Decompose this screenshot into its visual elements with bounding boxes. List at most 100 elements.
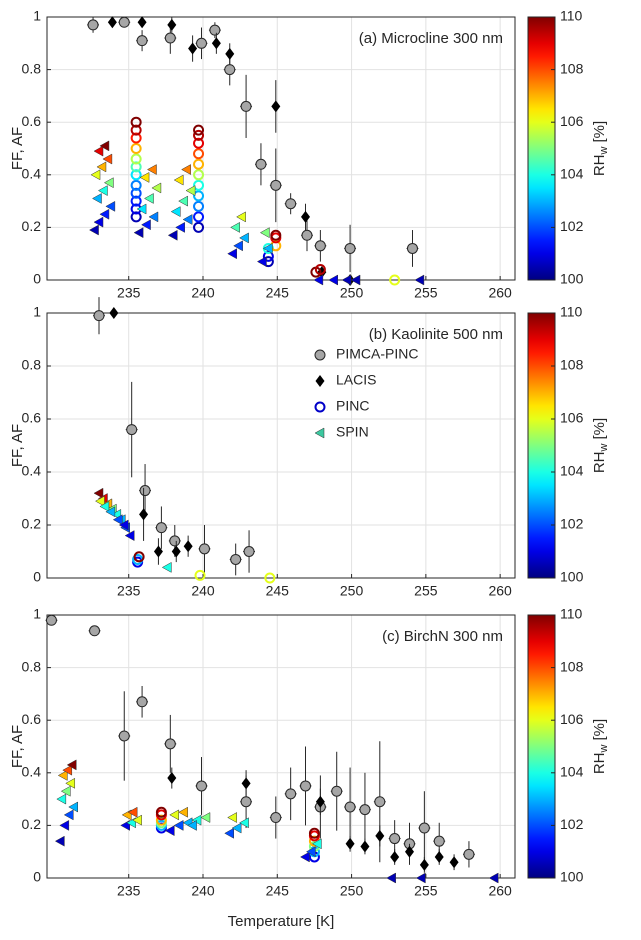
marker-circle [359, 804, 371, 816]
marker-diamond [171, 545, 181, 558]
colorbar-label-sub: w [598, 744, 610, 753]
marker-triangle [97, 185, 108, 197]
colorbar-tick-label: 102 [560, 816, 584, 832]
marker-triangle [181, 164, 191, 175]
legend-label: PINC [336, 398, 369, 414]
marker-ring [130, 195, 142, 207]
marker-triangle [99, 501, 110, 512]
marker-triangle [313, 274, 324, 286]
marker-ring [130, 211, 142, 223]
x-tick-label: 245 [266, 583, 290, 599]
colorbar-tick-label: 100 [560, 569, 584, 585]
marker-circle [344, 801, 356, 813]
marker-triangle [102, 153, 113, 165]
y-tick-label: 0.6 [22, 410, 42, 426]
marker-triangle [105, 506, 116, 518]
legend-label: SPIN [336, 424, 369, 440]
y-tick-label: 1 [33, 304, 41, 320]
marker-triangle [170, 206, 181, 218]
marker-diamond [405, 845, 415, 858]
marker-diamond [139, 508, 149, 521]
colorbar-tick-label: 104 [560, 463, 584, 479]
marker-triangle [314, 427, 325, 439]
panel: 235 240 245 250 255 260 0 0.2 0.4 0.6 0.8 1 FF, AF (a… [9, 8, 610, 301]
marker-diamond [183, 540, 193, 553]
series [93, 297, 255, 576]
colorbar-tick-label: 102 [560, 516, 584, 532]
y-axis-label: FF, AF [9, 127, 26, 170]
y-tick-label: 0 [33, 569, 41, 585]
marker-triangle [136, 203, 147, 215]
marker-diamond [167, 772, 177, 785]
marker-triangle [169, 809, 180, 821]
x-tick-label: 260 [488, 285, 512, 301]
colorbar-label: RHw [%] [591, 121, 610, 176]
marker-ring [130, 187, 142, 199]
x-tick-label: 240 [191, 583, 215, 599]
series [89, 140, 425, 286]
marker-circle [209, 24, 221, 36]
marker-triangle [148, 211, 159, 223]
marker-circle [255, 158, 267, 170]
marker-diamond [434, 850, 444, 863]
x-tick-label: 235 [117, 883, 141, 899]
marker-triangle [96, 161, 107, 173]
x-tick-label: 260 [488, 583, 512, 599]
marker-ring [130, 153, 142, 165]
panel-annotation: (c) BirchN 300 nm [382, 628, 503, 645]
x-tick-label: 245 [266, 285, 290, 301]
marker-triangle [224, 827, 234, 839]
marker-ring [193, 211, 205, 223]
marker-diamond [375, 829, 385, 842]
marker-diamond [153, 545, 163, 558]
marker-triangle [127, 806, 138, 818]
axes-box [46, 16, 516, 281]
colorbar-label-main: RH [591, 154, 608, 176]
marker-circle [230, 553, 242, 565]
colorbar [527, 614, 556, 879]
marker-triangle [259, 227, 270, 239]
marker-triangle [103, 177, 114, 189]
x-tick-label: 240 [191, 285, 215, 301]
marker-ring [193, 169, 205, 181]
marker-diamond [345, 837, 355, 850]
marker-diamond [271, 100, 281, 113]
y-axis-label: FF, AF [9, 725, 26, 768]
marker-diamond [167, 18, 177, 31]
marker-circle [300, 780, 312, 792]
y-tick-label: 0.8 [22, 357, 42, 373]
y-tick-label: 0 [33, 869, 41, 885]
marker-circle [285, 198, 297, 210]
x-tick-label: 250 [340, 285, 364, 301]
marker-triangle [94, 495, 105, 507]
marker-triangle [89, 224, 99, 236]
marker-circle [314, 349, 326, 361]
marker-ring [314, 401, 326, 413]
series [107, 16, 355, 286]
colorbar-tick-label: 110 [560, 8, 583, 24]
marker-ring [193, 129, 205, 141]
marker-triangle [146, 164, 157, 175]
marker-diamond [390, 850, 400, 863]
marker-triangle [173, 819, 184, 831]
y-tick-label: 0.8 [22, 60, 42, 76]
x-tick-label: 255 [414, 883, 438, 899]
y-tick-label: 0.4 [22, 764, 42, 780]
marker-triangle [305, 846, 316, 858]
marker-triangle [178, 195, 188, 207]
marker-triangle [63, 809, 74, 821]
marker-circle [285, 788, 297, 800]
marker-triangle [133, 227, 144, 239]
marker-triangle [182, 214, 193, 225]
marker-triangle [415, 872, 426, 884]
marker-ring [133, 551, 145, 563]
marker-circle [418, 822, 430, 834]
x-tick-label: 255 [414, 583, 438, 599]
marker-triangle [239, 817, 249, 829]
colorbar-tick-label: 110 [560, 606, 583, 622]
x-tick-label: 235 [117, 285, 141, 301]
marker-diamond [225, 47, 235, 60]
marker-triangle [161, 561, 172, 573]
marker-circle [463, 848, 475, 860]
